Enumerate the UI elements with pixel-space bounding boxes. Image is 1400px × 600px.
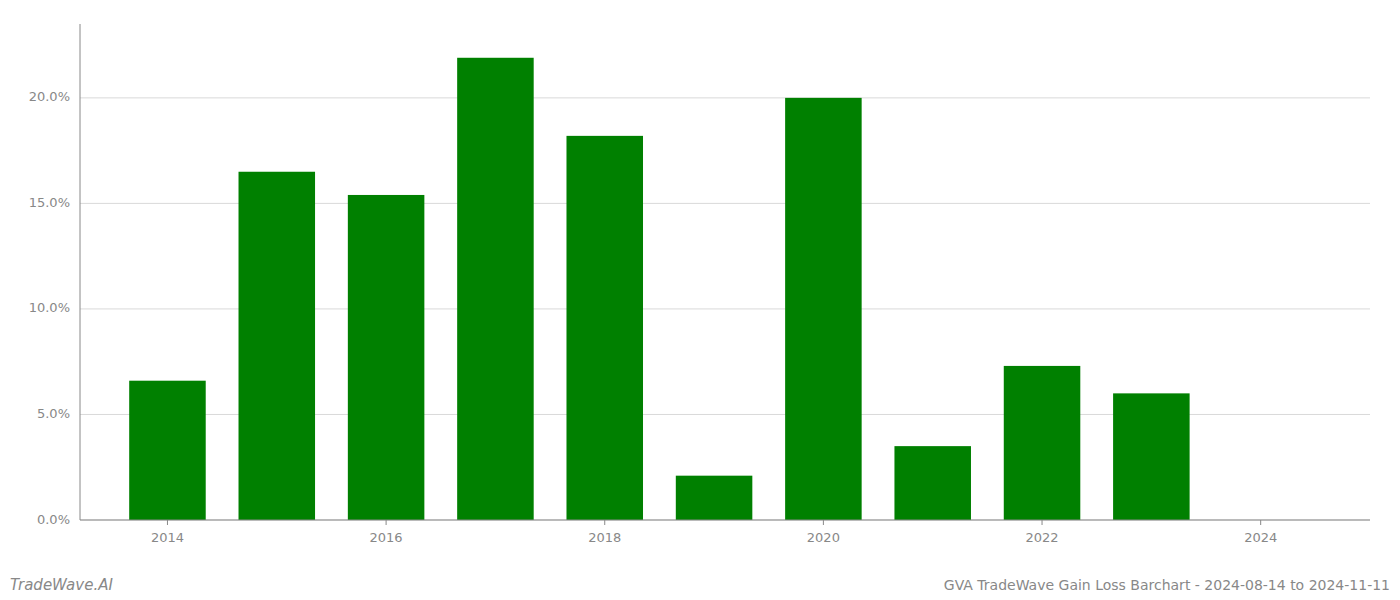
- background: [0, 0, 1400, 600]
- bar: [239, 172, 316, 520]
- y-axis-line: [80, 24, 81, 520]
- x-tick-label: 2022: [1025, 530, 1058, 545]
- bar: [1113, 393, 1190, 520]
- x-tick-labels: 2014 2016 2018 2020 2022 2024: [151, 520, 1277, 545]
- y-tick-label: 15.0%: [29, 195, 70, 210]
- footer-text: GVA TradeWave Gain Loss Barchart - 2024-…: [944, 577, 1390, 593]
- x-tick-label: 2014: [151, 530, 184, 545]
- bar: [785, 98, 862, 520]
- bar: [676, 476, 753, 520]
- x-tick: [823, 520, 824, 525]
- y-grid: [80, 98, 1370, 520]
- y-tick-labels: 0.0% 5.0% 10.0% 15.0% 20.0%: [29, 89, 70, 526]
- x-tick-label: 2020: [807, 530, 840, 545]
- bar: [1004, 366, 1081, 520]
- x-tick: [1260, 520, 1261, 525]
- y-tick-label: 10.0%: [29, 300, 70, 315]
- bar: [566, 136, 643, 520]
- grid-line: [80, 520, 1370, 521]
- x-tick: [386, 520, 387, 525]
- x-tick-label: 2018: [588, 530, 621, 545]
- bar: [348, 195, 425, 520]
- chart-svg: 0.0%5.0%10.0%15.0%20.0%20142016201820202…: [0, 0, 1400, 600]
- y-tick-label: 5.0%: [37, 406, 70, 421]
- chart-container: 0.0%5.0%10.0%15.0%20.0%20142016201820202…: [0, 0, 1400, 600]
- x-tick-label: 2024: [1244, 530, 1277, 545]
- bars: [129, 58, 1189, 520]
- grid-line: [80, 97, 1370, 98]
- bar: [894, 446, 971, 520]
- x-tick-label: 2016: [370, 530, 403, 545]
- x-tick: [604, 520, 605, 525]
- y-tick-label: 20.0%: [29, 89, 70, 104]
- bar: [129, 381, 206, 520]
- y-tick-label: 0.0%: [37, 512, 70, 527]
- x-tick: [167, 520, 168, 525]
- x-axis-line: [80, 520, 1370, 521]
- footer-text: TradeWave.AI: [10, 576, 113, 594]
- bar: [457, 58, 534, 520]
- x-tick: [1042, 520, 1043, 525]
